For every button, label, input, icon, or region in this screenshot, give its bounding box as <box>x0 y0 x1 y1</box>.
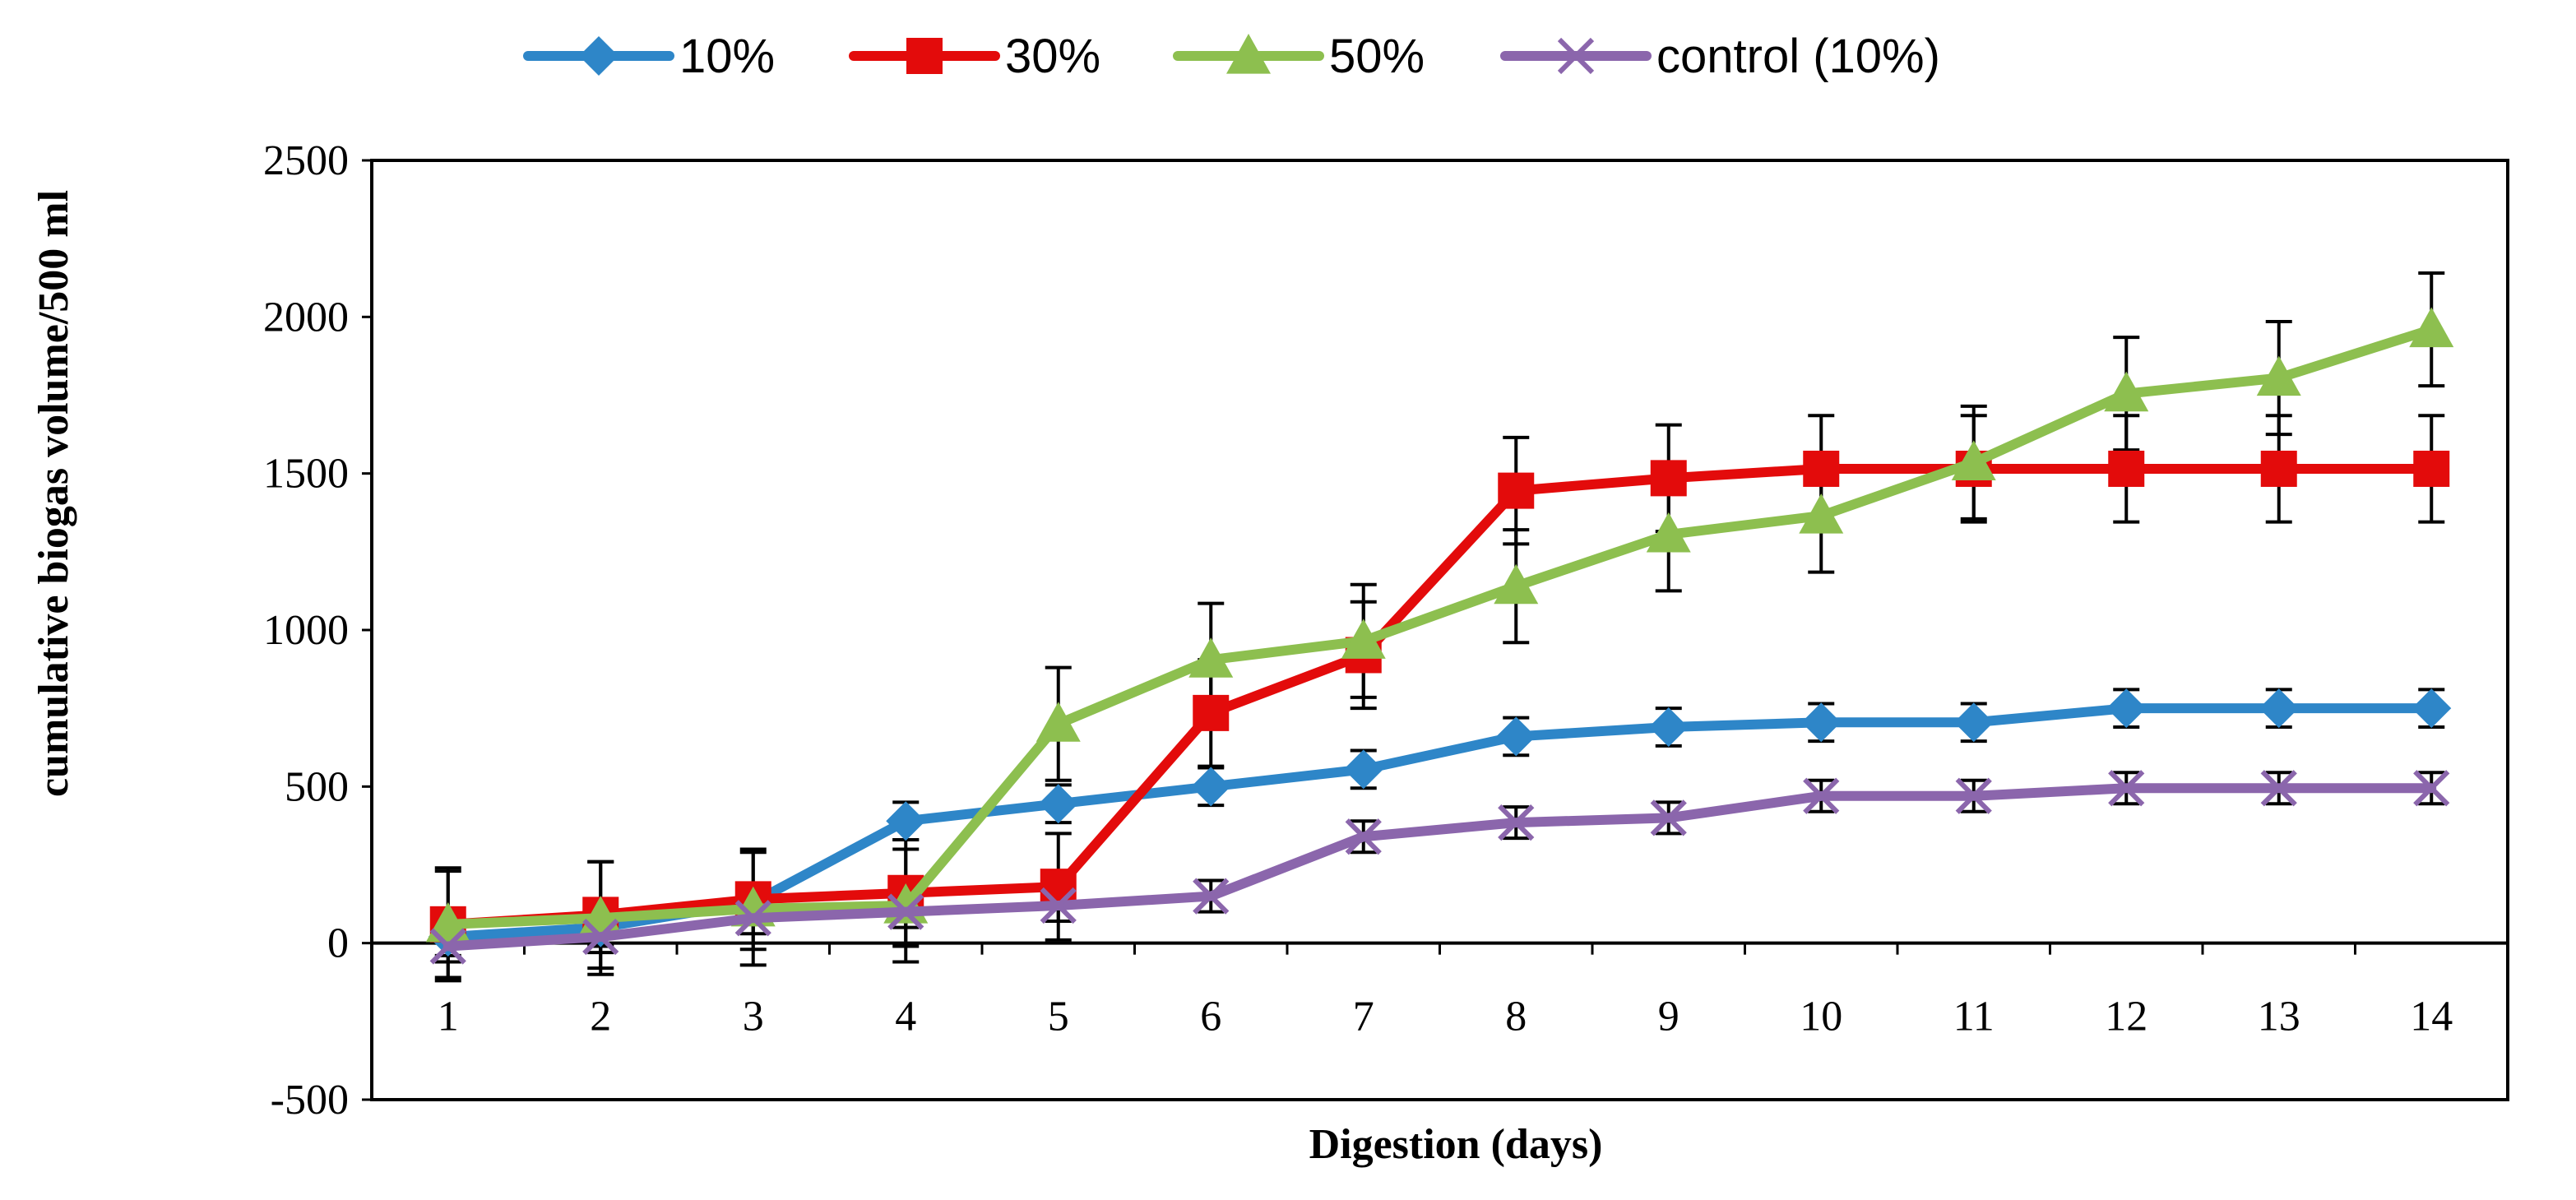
data-point <box>1801 702 1842 743</box>
data-point <box>2409 307 2454 348</box>
data-point <box>1953 702 1994 743</box>
data-point <box>1803 777 1840 814</box>
legend-item: 10% <box>523 30 775 83</box>
data-point <box>887 893 924 930</box>
data-point <box>2260 770 2297 807</box>
data-point <box>1498 804 1535 841</box>
legend-marker <box>579 36 619 76</box>
data-point <box>1498 472 1535 509</box>
series-4 <box>429 770 2450 965</box>
data-point <box>886 801 926 841</box>
series-group <box>425 307 2454 965</box>
data-point <box>2104 371 2149 412</box>
data-point <box>2413 770 2450 807</box>
y-tick-label: 0 <box>327 920 349 967</box>
x-tick-label: 13 <box>2258 994 2300 1040</box>
data-point <box>1191 767 1231 807</box>
data-point <box>1193 878 1230 915</box>
y-tick-label: 1000 <box>263 607 349 654</box>
series-3 <box>425 307 2454 943</box>
x-tick-label: 9 <box>1658 994 1679 1040</box>
legend-item: control (10%) <box>1500 30 1940 83</box>
plot-area-frame <box>370 159 2509 1101</box>
data-point <box>2413 450 2450 487</box>
data-point <box>1343 749 1383 790</box>
legend-label: 10% <box>679 30 775 83</box>
data-point <box>2412 688 2452 729</box>
y-tick-label: 2000 <box>263 294 349 341</box>
data-point <box>2260 450 2297 487</box>
x-tick-label: 1 <box>438 994 459 1040</box>
legend-item: 50% <box>1173 30 1425 83</box>
data-point <box>429 928 466 965</box>
x-tick-label: 10 <box>1800 994 1842 1040</box>
data-point <box>1650 460 1687 497</box>
data-point <box>2106 688 2147 729</box>
legend-marker <box>1226 34 1271 74</box>
series-1 <box>428 688 2452 957</box>
data-point <box>1035 702 1081 742</box>
x-tick-label: 8 <box>1505 994 1527 1040</box>
x-axis-ticks: 1 2 3 4 5 6 7 8 9 10 11 12 13 14 <box>370 943 2509 1040</box>
x-tick-label: 7 <box>1353 994 1374 1040</box>
data-point <box>582 918 619 956</box>
data-point <box>1951 440 1996 480</box>
data-point <box>734 900 771 937</box>
data-point <box>1646 512 1691 553</box>
data-point <box>1345 818 1382 855</box>
y-tick-label: 1500 <box>263 451 349 498</box>
series-line <box>442 703 2437 943</box>
legend: 10% 30% 50% control (10%) <box>523 30 1940 83</box>
data-point <box>1803 450 1840 487</box>
y-tick-label: 2500 <box>263 137 349 184</box>
x-tick-label: 2 <box>590 994 611 1040</box>
series-line <box>442 463 2437 929</box>
y-tick-label: 500 <box>285 763 349 810</box>
y-axis-ticks: -500 0 500 1000 1500 2000 2500 <box>263 137 372 1124</box>
x-tick-label: 4 <box>895 994 916 1040</box>
legend-label: 50% <box>1329 30 1425 83</box>
x-tick-label: 6 <box>1200 994 1221 1040</box>
data-point <box>1038 784 1078 824</box>
data-point <box>1955 777 1992 814</box>
data-point <box>1040 869 1077 906</box>
data-point <box>1496 716 1536 757</box>
x-axis-title: Digestion (days) <box>1309 1121 1603 1168</box>
data-point <box>2108 770 2145 807</box>
legend-item: 30% <box>849 30 1100 83</box>
x-tick-label: 14 <box>2410 994 2453 1040</box>
data-point <box>2256 355 2301 396</box>
data-point <box>1650 799 1687 836</box>
x-tick-label: 3 <box>743 994 764 1040</box>
legend-marker <box>906 38 943 74</box>
x-tick-label: 12 <box>2105 994 2147 1040</box>
y-tick-label: -500 <box>271 1077 349 1124</box>
series-2 <box>429 450 2450 943</box>
data-point <box>1799 493 1844 534</box>
series-line <box>442 783 2437 952</box>
legend-label: 30% <box>1005 30 1100 83</box>
data-point <box>2259 688 2299 729</box>
data-point <box>2108 450 2145 487</box>
x-tick-label: 11 <box>1953 994 1995 1040</box>
data-point <box>1193 694 1230 731</box>
legend-label: control (10%) <box>1656 30 1940 83</box>
data-point <box>1188 637 1234 678</box>
y-axis-title: cumulative biogas volume/500 ml <box>30 190 77 797</box>
legend-marker <box>1557 37 1595 75</box>
series-line <box>442 324 2437 929</box>
data-point <box>1341 619 1386 659</box>
data-point <box>1494 563 1539 605</box>
data-point <box>1648 707 1689 748</box>
x-tick-label: 5 <box>1048 994 1069 1040</box>
data-point <box>1040 887 1077 924</box>
error-bars <box>434 271 2445 983</box>
